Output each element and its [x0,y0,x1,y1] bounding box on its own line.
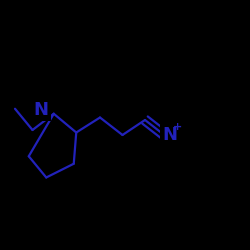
Text: N: N [34,101,49,119]
Text: +: + [174,122,182,132]
Text: N: N [162,126,178,144]
